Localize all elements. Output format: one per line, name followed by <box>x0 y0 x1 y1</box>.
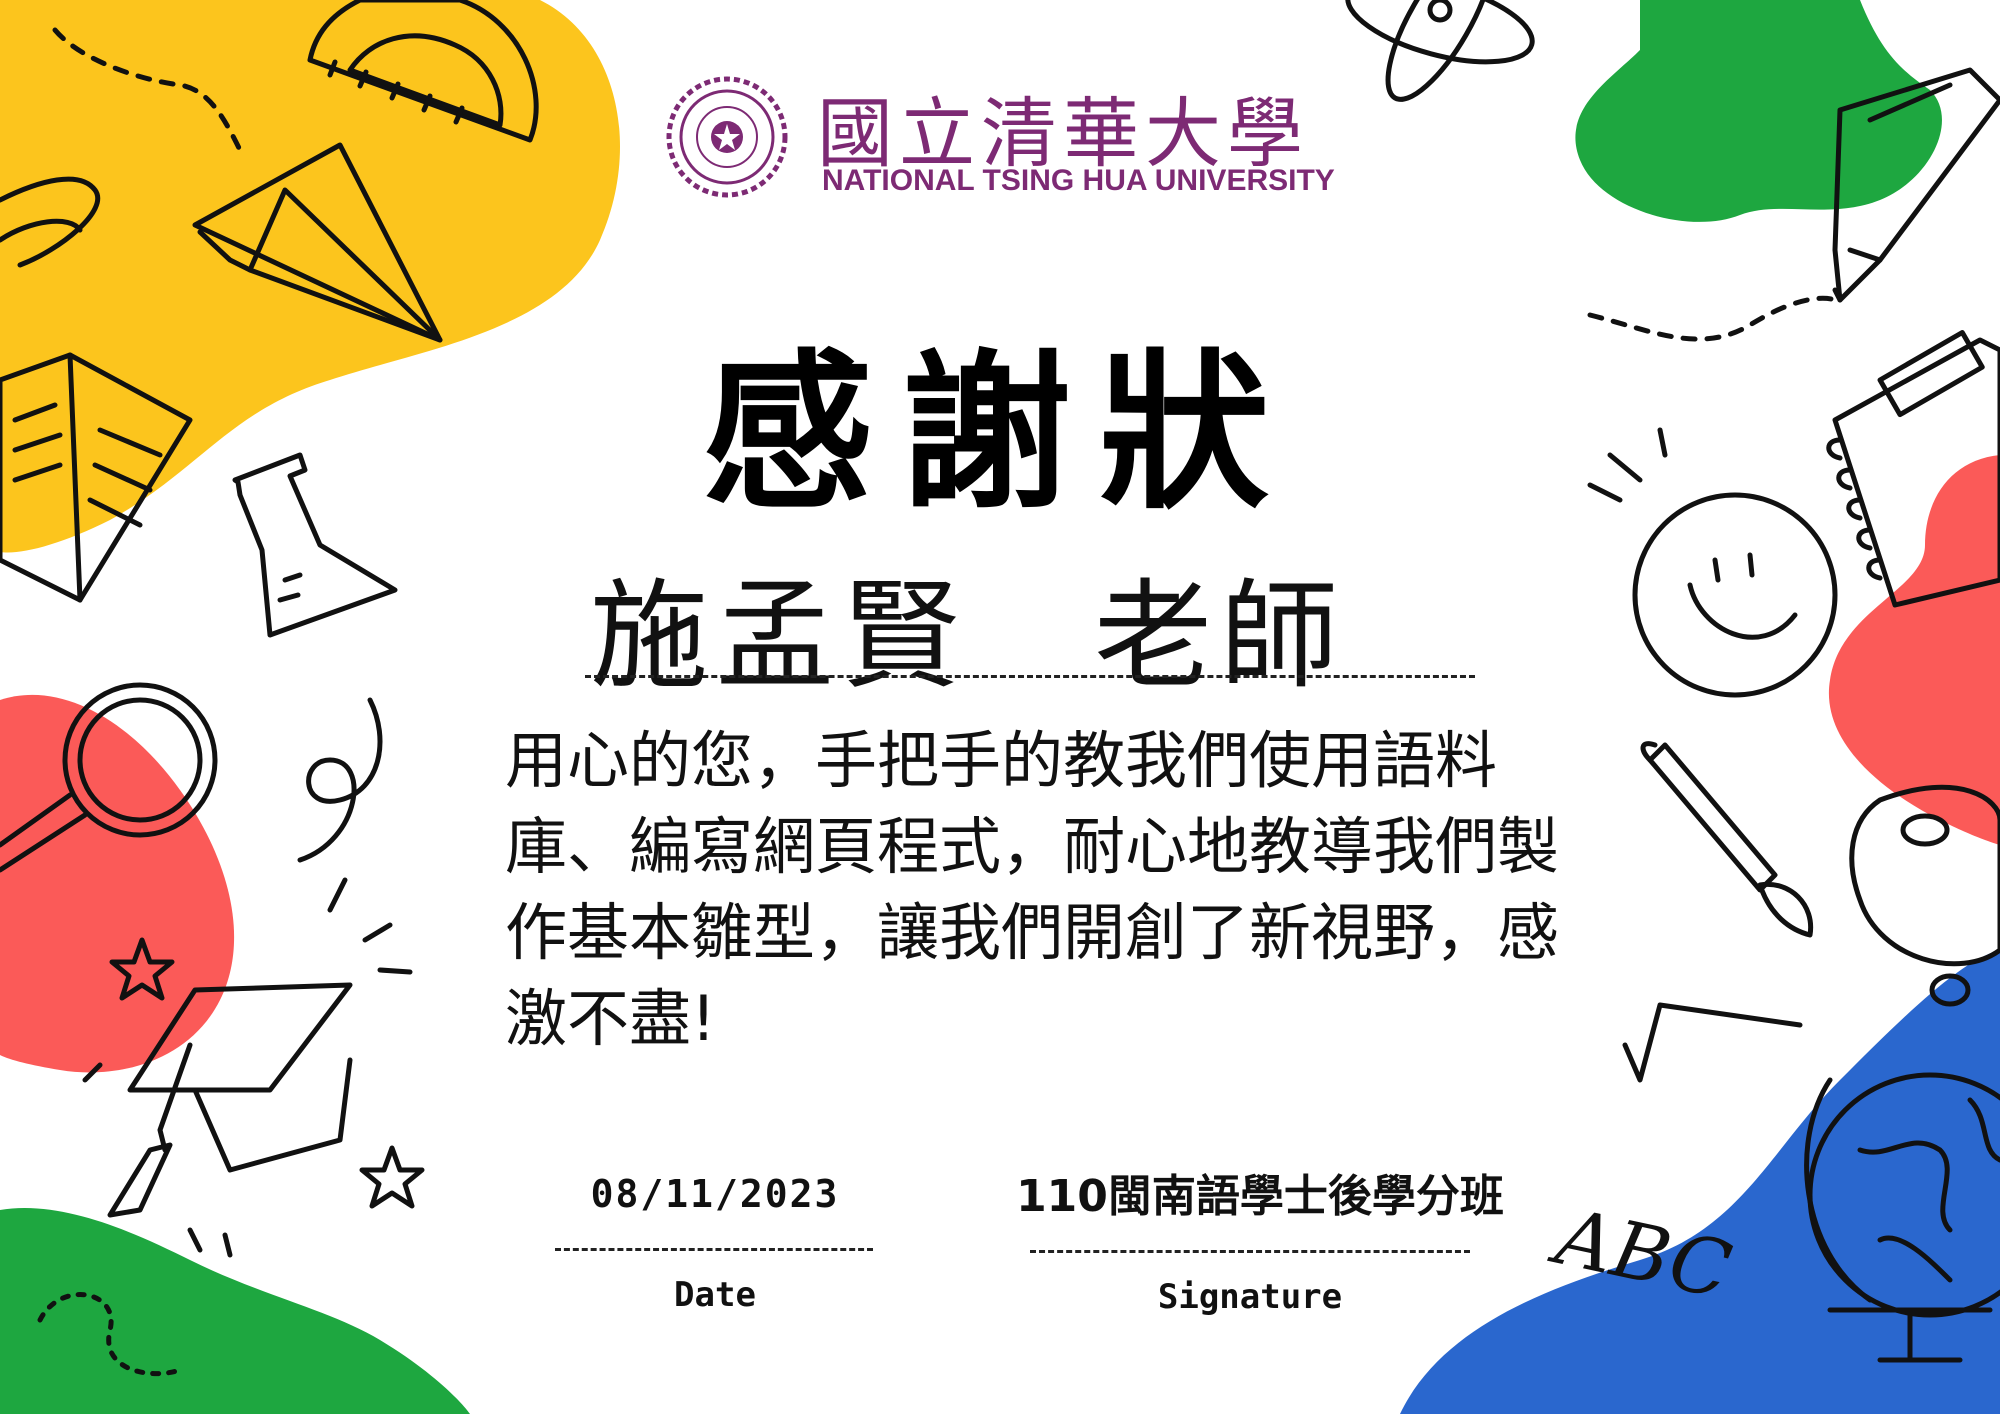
dotted-swirl-icon <box>37 1292 183 1377</box>
recipient-name: 施孟賢 老師 <box>590 567 1347 705</box>
university-name-chinese: 國立清華大學 <box>817 89 1309 178</box>
square-root-icon <box>1622 1002 1803 1083</box>
green-blob-top-right <box>1575 0 1942 222</box>
certificate-title: 感謝狀 <box>702 335 1297 533</box>
protractor-icon <box>307 0 539 143</box>
graduation-cap-icon <box>82 877 413 1258</box>
green-blob-bottom-left <box>0 1208 470 1414</box>
squiggle-icon <box>297 697 383 863</box>
date-caption: Date <box>674 1275 756 1315</box>
signature-caption: Signature <box>1157 1277 1343 1317</box>
flask-icon <box>232 452 398 638</box>
date-line <box>555 1248 873 1251</box>
university-seal-icon <box>666 76 788 198</box>
paintbrush-icon <box>1640 741 1814 938</box>
recipient-underline <box>585 675 1475 678</box>
star-icon <box>109 937 175 1001</box>
spiral-notebook-icon <box>1826 330 2000 608</box>
smiley-icon <box>1587 427 1838 698</box>
university-logo: 國立清華大學 NATIONAL TSING HUA UNIVERSITY <box>662 72 1342 202</box>
dashed-flight-path <box>52 27 243 153</box>
star-icon <box>359 1145 425 1209</box>
university-name-english: NATIONAL TSING HUA UNIVERSITY <box>822 164 1335 197</box>
pencil-icon <box>1832 67 2000 303</box>
blue-blob <box>1400 950 2000 1414</box>
certificate-message: 用心的您，手把手的教我們使用語料庫、編寫網頁程式，耐心地教導我們製作基本雛型，讓… <box>505 724 1560 1055</box>
atom-icon <box>1345 0 1535 102</box>
signature-value: 110閩南語學士後學分班 <box>1016 1171 1504 1222</box>
dashed-swoosh <box>1587 295 1838 342</box>
date-value: 08/11/2023 <box>590 1172 840 1216</box>
magnifier-icon <box>0 682 218 873</box>
red-blob-left <box>0 694 235 1073</box>
palette-icon <box>1849 784 2000 1007</box>
globe-icon <box>1804 1072 2000 1363</box>
notebook-icon <box>0 352 193 603</box>
red-blob-right <box>1828 455 2000 845</box>
paper-plane-icon <box>192 142 443 343</box>
scribble-loop-icon <box>0 176 100 268</box>
signature-line <box>1030 1250 1470 1253</box>
